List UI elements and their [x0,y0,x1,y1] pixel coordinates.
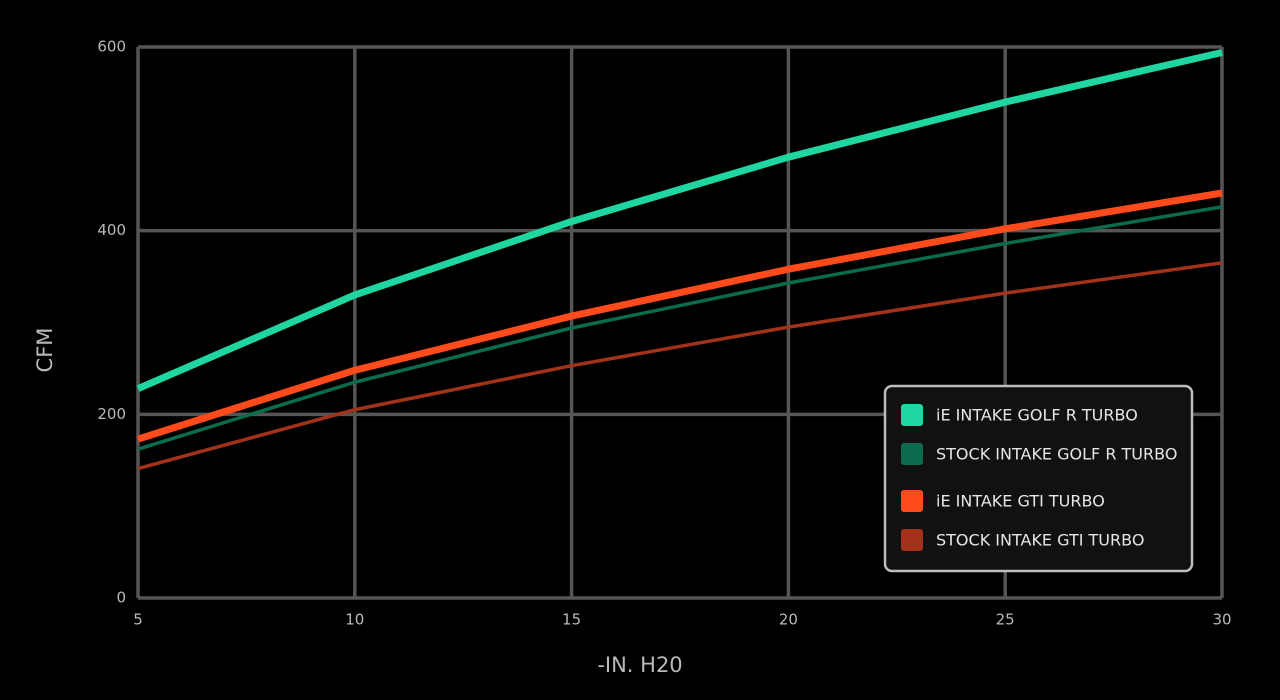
legend-label: iE INTAKE GTI TURBO [936,492,1105,511]
x-tick-label: 5 [133,611,143,629]
legend-label: STOCK INTAKE GTI TURBO [936,531,1144,550]
series-line [136,189,1223,443]
legend-swatch [901,490,923,512]
plot-lines [136,49,1223,471]
x-tick-label: 15 [562,611,581,629]
series-line [137,205,1223,451]
x-tick-label: 30 [1212,611,1231,629]
x-tick-label: 10 [345,611,364,629]
legend-label: iE INTAKE GOLF R TURBO [936,406,1138,425]
y-tick-label: 600 [97,38,126,56]
legend-box [883,384,1194,573]
legend-label: STOCK INTAKE GOLF R TURBO [936,445,1177,464]
series-line [136,49,1223,392]
legend-swatch [901,404,923,426]
legend: iE INTAKE GOLF R TURBO STOCK INTAKE GOLF … [883,384,1194,573]
series-line [137,261,1223,471]
legend-swatch [901,529,923,551]
x-tick-label: 20 [779,611,798,629]
legend-swatch [901,443,923,465]
x-tick-label: 25 [996,611,1015,629]
y-tick-label: 200 [97,405,126,423]
y-tick-label: 0 [116,589,126,607]
y-tick-label: 400 [97,221,126,239]
y-axis-title: CFM [33,328,57,373]
x-axis-title: -IN. H20 [597,653,682,677]
